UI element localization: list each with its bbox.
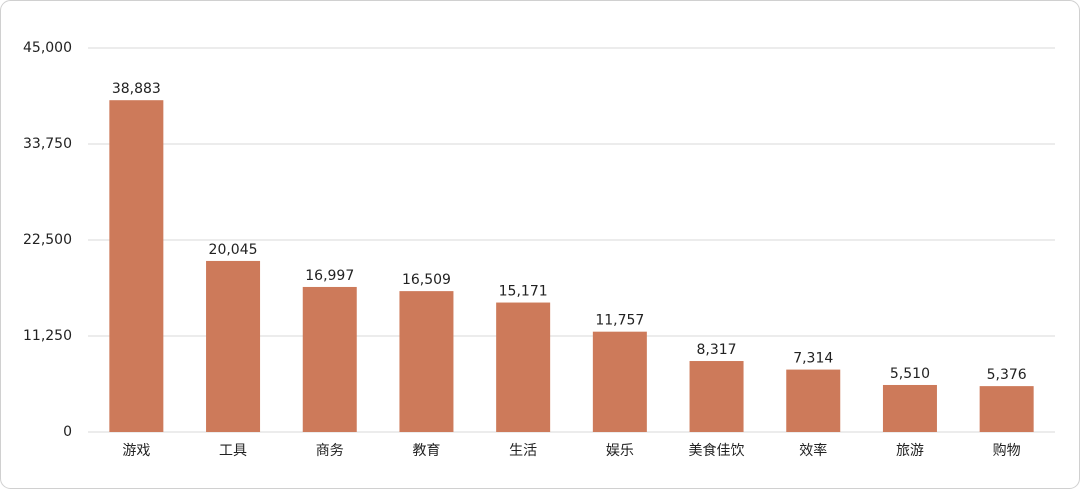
x-tick-label: 美食佳饮 — [689, 442, 745, 459]
bar — [496, 302, 551, 432]
value-label: 7,314 — [793, 351, 833, 367]
x-tick-label: 旅游 — [896, 443, 924, 459]
bar — [302, 286, 357, 432]
bar — [109, 100, 164, 433]
y-tick-label: 11,250 — [23, 328, 72, 344]
x-tick-label: 娱乐 — [606, 443, 634, 459]
x-tick-label: 商务 — [316, 443, 344, 459]
value-label: 5,376 — [987, 367, 1027, 383]
value-label: 16,509 — [402, 272, 451, 288]
x-tick-label: 效率 — [799, 442, 827, 459]
x-tick-label: 生活 — [509, 443, 537, 459]
value-label: 5,510 — [890, 366, 930, 382]
x-tick-label: 购物 — [993, 443, 1021, 459]
y-tick-label: 33,750 — [23, 136, 72, 152]
bar — [689, 361, 744, 432]
x-tick-label: 工具 — [219, 443, 247, 459]
y-tick-label: 22,500 — [23, 232, 72, 248]
value-label: 8,317 — [697, 342, 737, 358]
value-label: 11,757 — [595, 313, 644, 329]
bar — [786, 369, 841, 432]
value-label: 15,171 — [499, 284, 548, 300]
bar — [592, 331, 647, 432]
bar — [882, 384, 937, 432]
y-tick-label: 0 — [63, 424, 72, 440]
bar — [979, 386, 1034, 432]
bar — [206, 260, 261, 432]
bar — [399, 291, 454, 432]
value-label: 16,997 — [305, 268, 354, 284]
x-tick-label: 教育 — [412, 443, 440, 459]
value-label: 20,045 — [209, 242, 258, 258]
value-label: 38,883 — [112, 81, 161, 97]
x-tick-label: 游戏 — [122, 443, 150, 459]
y-tick-label: 45,000 — [23, 40, 72, 56]
